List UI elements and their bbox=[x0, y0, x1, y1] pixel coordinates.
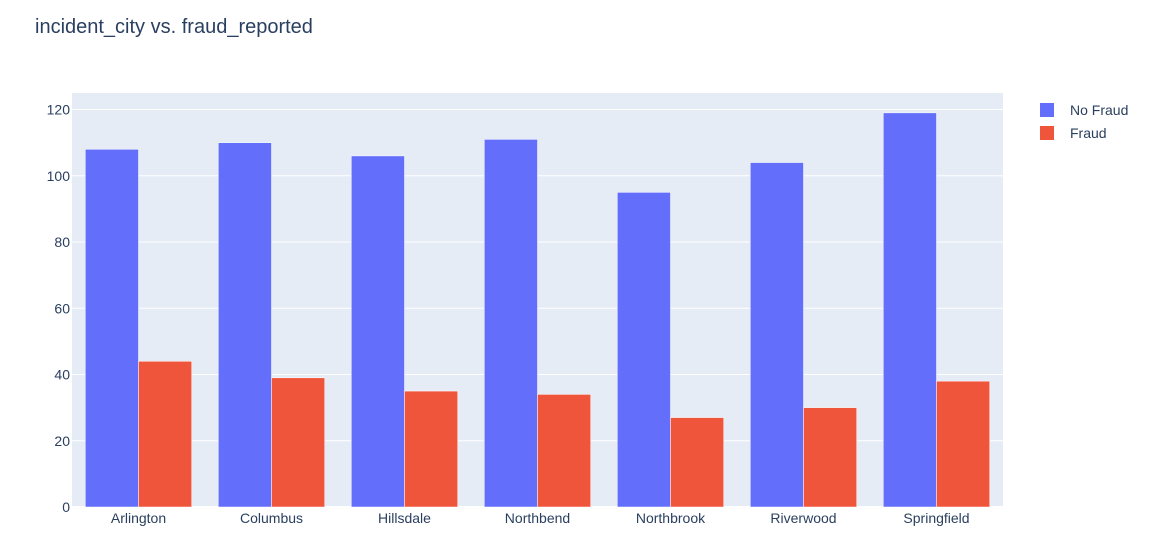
chart-title: incident_city vs. fraud_reported bbox=[35, 16, 313, 38]
bar-no-fraud-northbend[interactable] bbox=[484, 139, 538, 508]
x-tick-label: Arlington bbox=[111, 510, 166, 526]
y-tick-label: 100 bbox=[47, 168, 71, 184]
bar-fraud-riverwood[interactable] bbox=[803, 407, 857, 508]
bar-fraud-columbus[interactable] bbox=[271, 377, 325, 508]
y-tick-label: 60 bbox=[54, 300, 70, 316]
x-tick-label: Riverwood bbox=[770, 510, 836, 526]
legend-label: Fraud bbox=[1070, 125, 1107, 141]
x-axis-ticks: Arlington Columbus Hillsdale Northbend North… bbox=[111, 510, 970, 526]
bar-fraud-hillsdale[interactable] bbox=[404, 390, 458, 508]
x-tick-label: Springfield bbox=[903, 510, 969, 526]
bar-no-fraud-hillsdale[interactable] bbox=[351, 155, 405, 508]
legend-label: No Fraud bbox=[1070, 102, 1128, 118]
x-tick-label: Northbrook bbox=[636, 510, 706, 526]
bars bbox=[85, 112, 990, 508]
bar-no-fraud-springfield[interactable] bbox=[883, 112, 937, 508]
y-tick-label: 20 bbox=[54, 433, 70, 449]
bar-fraud-arlington[interactable] bbox=[138, 361, 192, 508]
bar-fraud-northbrook[interactable] bbox=[670, 417, 724, 508]
legend-item-no-fraud[interactable]: No Fraud bbox=[1040, 102, 1128, 118]
x-tick-label: Northbend bbox=[505, 510, 570, 526]
x-tick-label: Hillsdale bbox=[378, 510, 431, 526]
bar-no-fraud-northbrook[interactable] bbox=[617, 192, 671, 508]
y-tick-label: 40 bbox=[54, 367, 70, 383]
legend-swatch bbox=[1040, 126, 1054, 140]
legend[interactable]: No Fraud Fraud bbox=[1040, 102, 1128, 141]
bar-fraud-springfield[interactable] bbox=[936, 380, 990, 508]
y-tick-label: 80 bbox=[54, 234, 70, 250]
bar-no-fraud-riverwood[interactable] bbox=[750, 162, 804, 508]
y-tick-label: 120 bbox=[47, 102, 71, 118]
bar-no-fraud-columbus[interactable] bbox=[218, 142, 272, 508]
bar-fraud-northbend[interactable] bbox=[537, 394, 591, 508]
y-tick-label: 0 bbox=[62, 499, 70, 515]
bar-no-fraud-arlington[interactable] bbox=[85, 149, 139, 508]
legend-swatch bbox=[1040, 103, 1054, 117]
y-axis-ticks: 0 20 40 60 80 100 120 bbox=[47, 102, 71, 515]
legend-item-fraud[interactable]: Fraud bbox=[1040, 125, 1107, 141]
x-tick-label: Columbus bbox=[240, 510, 303, 526]
